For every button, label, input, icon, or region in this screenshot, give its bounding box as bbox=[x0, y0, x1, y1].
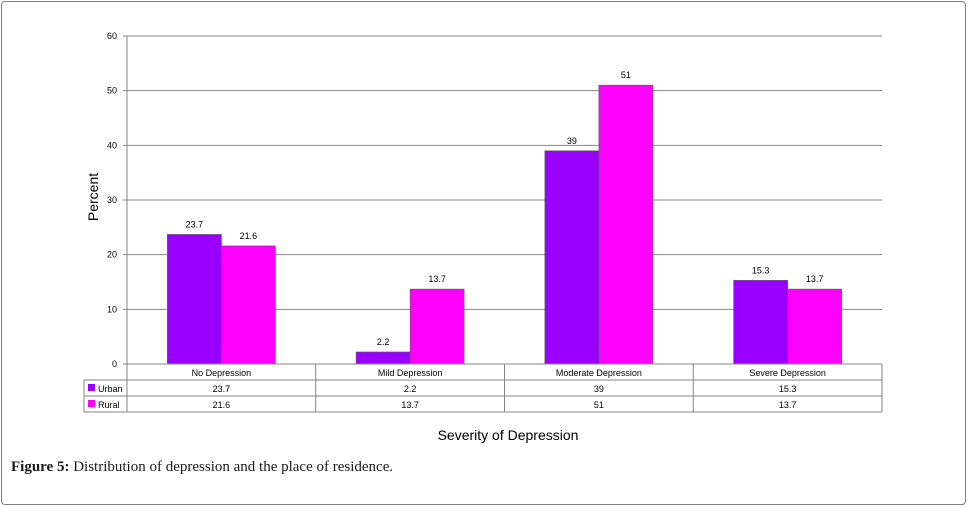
data-label: 15.3 bbox=[752, 265, 770, 275]
table-cell: 13.7 bbox=[779, 400, 797, 410]
legend-label: Urban bbox=[98, 384, 123, 394]
y-tick-label: 10 bbox=[107, 304, 117, 314]
y-tick-label: 30 bbox=[107, 195, 117, 205]
data-label: 13.7 bbox=[428, 274, 446, 284]
y-tick-label: 0 bbox=[112, 359, 117, 369]
bar-urban bbox=[167, 234, 222, 365]
bar-rural bbox=[598, 84, 654, 365]
table-cell: 51 bbox=[594, 400, 604, 410]
table-cell: 13.7 bbox=[401, 400, 419, 410]
y-tick-label: 20 bbox=[107, 250, 117, 260]
table-cell: 2.2 bbox=[404, 384, 417, 394]
data-table: No Depression Mild Depression Moderate Dep… bbox=[83, 363, 883, 413]
y-axis-ticks: 0 10 20 30 40 50 60 bbox=[107, 31, 117, 369]
y-axis-label: Percent bbox=[85, 173, 101, 221]
bar-rural bbox=[409, 288, 465, 365]
table-category-label: Moderate Depression bbox=[556, 368, 642, 378]
bar-rural bbox=[221, 245, 276, 365]
bars bbox=[167, 84, 842, 365]
y-tick-label: 60 bbox=[107, 31, 117, 41]
table-category-label: Severe Depression bbox=[749, 368, 826, 378]
bar-chart: 0 10 20 30 40 50 60 23.7 21.6 2.2 13.7 39 51 15.3 13.… bbox=[83, 31, 883, 443]
legend-swatch-urban bbox=[88, 384, 95, 391]
table-category-label: Mild Depression bbox=[378, 368, 443, 378]
table-cell: 21.6 bbox=[213, 400, 231, 410]
bar-rural bbox=[787, 288, 842, 365]
data-label: 51 bbox=[621, 70, 631, 80]
x-axis-label: Severity of Depression bbox=[438, 427, 579, 443]
table-cell: 23.7 bbox=[213, 384, 231, 394]
data-label: 39 bbox=[567, 136, 577, 146]
data-labels: 23.7 21.6 2.2 13.7 39 51 15.3 13.7 bbox=[186, 70, 824, 347]
bar-urban bbox=[733, 280, 788, 365]
y-tick-label: 40 bbox=[107, 140, 117, 150]
y-tick-label: 50 bbox=[107, 86, 117, 96]
table-cell: 15.3 bbox=[779, 384, 797, 394]
caption-label: Figure 5: bbox=[11, 459, 70, 475]
data-label: 21.6 bbox=[240, 231, 258, 241]
legend-swatch-rural bbox=[88, 400, 95, 407]
legend-label: Rural bbox=[98, 400, 120, 410]
bar-urban bbox=[355, 351, 411, 365]
data-label: 23.7 bbox=[186, 219, 204, 229]
table-cell: 39 bbox=[594, 384, 604, 394]
bar-urban bbox=[544, 150, 600, 365]
caption-text: Distribution of depression and the place… bbox=[73, 459, 394, 475]
data-label: 2.2 bbox=[377, 337, 390, 347]
figure-caption: Figure 5: Distribution of depression and… bbox=[11, 459, 393, 476]
data-label: 13.7 bbox=[806, 274, 824, 284]
table-category-label: No Depression bbox=[192, 368, 252, 378]
